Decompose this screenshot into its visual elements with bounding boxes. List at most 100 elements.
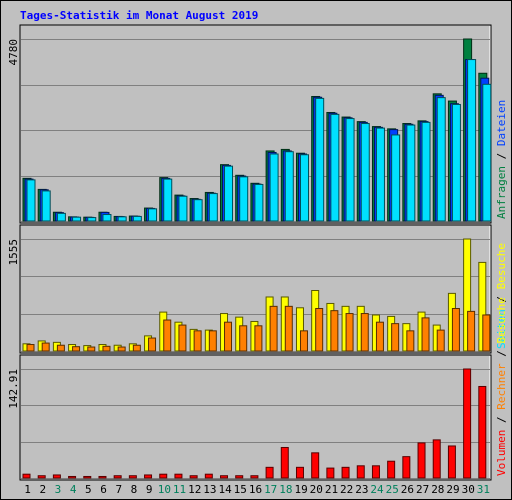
bar-seiten-day-31 (482, 83, 492, 222)
bar-volumen-day-3 (52, 474, 61, 479)
bar-seiten-day-17 (269, 153, 279, 222)
bar-volumen-day-6 (98, 475, 107, 479)
bar-seiten-day-21 (330, 113, 340, 222)
panel-visits: 1555 Seiten / Besuche (7, 224, 508, 354)
legend-entry: Seiten (495, 309, 508, 349)
legend-entry: / (495, 146, 508, 166)
x-tick-label: 29 (446, 483, 459, 496)
x-tick-label: 31 (477, 483, 490, 496)
bar-seiten-day-19 (299, 154, 309, 222)
bar-volumen-day-11 (174, 473, 183, 479)
bar-seiten-day-18 (284, 151, 294, 222)
bar-volumen-day-26 (402, 456, 411, 479)
bar-seiten-day-14 (224, 165, 234, 222)
x-tick-label: 7 (115, 483, 122, 496)
bar-volumen-day-19 (295, 466, 304, 479)
x-tick-label: 20 (310, 483, 323, 496)
legend-entry: Volumen (495, 430, 508, 476)
bar-seiten-day-6 (102, 214, 112, 222)
bar-seiten-day-13 (208, 193, 218, 222)
bar-seiten-day-15 (239, 176, 249, 222)
bar-rechner-day-1 (26, 344, 35, 352)
bar-rechner-day-14 (224, 321, 233, 352)
bar-rechner-day-29 (451, 308, 460, 352)
x-tick-label: 13 (203, 483, 216, 496)
bar-volumen-day-18 (280, 446, 289, 479)
x-tick-label: 9 (146, 483, 153, 496)
legend-entry: Rechner (495, 363, 508, 410)
chart-title: Tages-Statistik im Monat August 2019 (20, 9, 258, 22)
bar-rechner-day-25 (391, 323, 400, 352)
bar-rechner-day-30 (467, 310, 476, 352)
bar-volumen-day-9 (144, 474, 153, 479)
bar-rechner-day-24 (375, 321, 384, 352)
bar-seiten-day-30 (467, 59, 477, 222)
x-tick-label: 17 (264, 483, 277, 496)
bar-rechner-day-17 (269, 305, 278, 352)
bar-seiten-day-4 (72, 216, 82, 222)
panel-requests-bars (22, 38, 492, 222)
x-axis: 1 2 3 4 5 6 7 8 9 10 11 12 13 14 15 16 17 18 19 20 21 22 23 24 2… (24, 483, 490, 496)
bar-seiten-day-10 (163, 178, 173, 222)
chart-panels: 4780 Anfragen / Dateien 1555 Seiten / Besuc… (7, 24, 508, 481)
x-tick-label: 4 (70, 483, 77, 496)
panel-volume: 142.91 Volumen / Rechner / Besuche (7, 297, 508, 481)
bar-volumen-day-20 (311, 452, 320, 479)
bar-volumen-day-14 (220, 475, 229, 479)
bar-rechner-day-23 (360, 313, 369, 352)
bar-seiten-day-29 (451, 103, 461, 222)
x-tick-label: 16 (249, 483, 262, 496)
bar-volumen-day-25 (387, 460, 396, 479)
bar-volumen-day-5 (83, 475, 92, 479)
x-tick-label: 12 (188, 483, 201, 496)
bar-seiten-day-28 (436, 97, 446, 222)
x-tick-label: 1 (24, 483, 31, 496)
bar-seiten-day-16 (254, 183, 264, 222)
x-tick-label: 3 (55, 483, 62, 496)
bar-rechner-day-3 (56, 344, 65, 352)
bar-volumen-day-7 (113, 475, 122, 479)
x-tick-label: 6 (100, 483, 107, 496)
panel-requests-ymax-label: 4780 (7, 39, 20, 66)
x-tick-label: 30 (462, 483, 475, 496)
bar-volumen-day-17 (265, 466, 274, 479)
bar-volumen-day-31 (478, 385, 487, 479)
bar-volumen-day-24 (371, 465, 380, 479)
bar-seiten-day-24 (375, 127, 385, 222)
panel-volume-legend: Volumen / Rechner / Besuche (495, 297, 508, 476)
legend-entry: Besuche (495, 297, 508, 343)
bar-rechner-day-21 (330, 310, 339, 352)
bar-rechner-day-6 (102, 345, 111, 352)
panel-visits-ymax-label: 1555 (7, 239, 20, 266)
x-tick-label: 5 (85, 483, 92, 496)
x-tick-label: 8 (131, 483, 138, 496)
x-tick-label: 10 (158, 483, 171, 496)
panel-visits-bars (22, 238, 491, 352)
panel-requests: 4780 Anfragen / Dateien (7, 24, 508, 224)
bar-seiten-day-9 (148, 208, 158, 222)
panel-volume-bars (22, 368, 487, 479)
bar-seiten-day-25 (391, 134, 401, 222)
bar-volumen-day-27 (417, 442, 426, 479)
bar-volumen-day-29 (447, 445, 456, 479)
x-tick-label: 23 (355, 483, 368, 496)
legend-entry: / (495, 410, 508, 430)
x-tick-label: 28 (431, 483, 444, 496)
bar-rechner-day-26 (406, 330, 415, 352)
bar-rechner-day-10 (163, 319, 172, 352)
x-tick-label: 15 (234, 483, 247, 496)
bar-volumen-day-2 (37, 475, 46, 479)
x-tick-label: 26 (401, 483, 414, 496)
bar-rechner-day-11 (178, 324, 187, 352)
bar-volumen-day-22 (341, 466, 350, 479)
bar-volumen-day-16 (250, 475, 259, 479)
x-tick-label: 11 (173, 483, 186, 496)
x-tick-label: 2 (39, 483, 46, 496)
bar-seiten-day-2 (41, 190, 51, 222)
bar-seiten-day-23 (360, 123, 370, 222)
bar-seiten-day-12 (193, 199, 203, 222)
bar-seiten-day-8 (132, 215, 142, 222)
bar-rechner-day-18 (284, 305, 293, 352)
bar-rechner-day-15 (239, 325, 248, 352)
